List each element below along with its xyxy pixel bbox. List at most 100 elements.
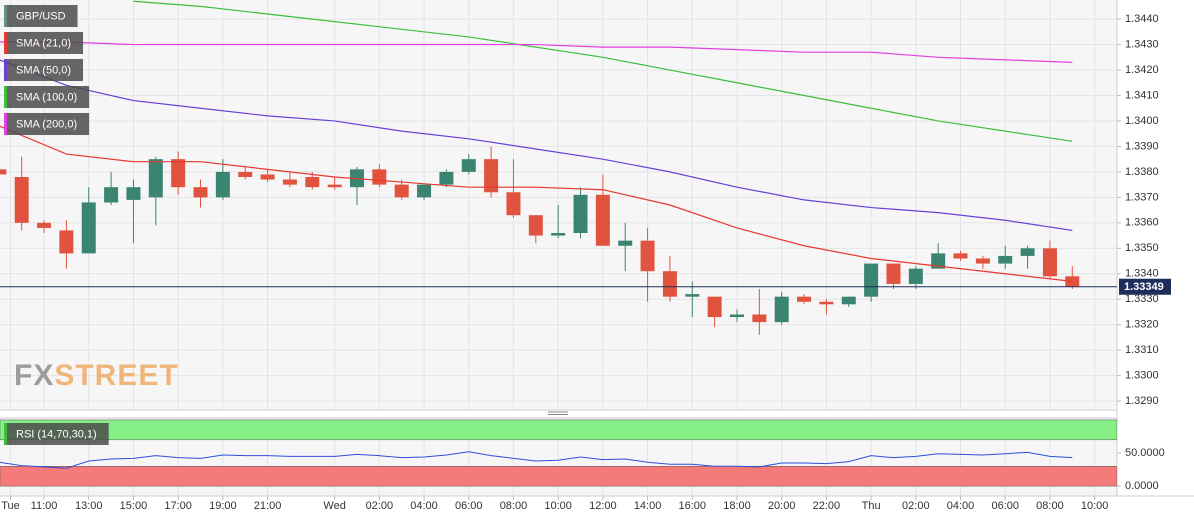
- y-tick-label: 50.0000: [1125, 447, 1165, 459]
- legend-label: SMA (50,0): [16, 64, 71, 76]
- candle-body: [215, 171, 230, 198]
- legend: GBP/USD SMA (21,0) SMA (50,0) SMA (100,0) SM…: [4, 5, 109, 445]
- y-tick-label: 1.3380: [1125, 166, 1159, 178]
- y-tick-label: 1.3300: [1125, 370, 1159, 382]
- candle-body: [461, 159, 476, 172]
- x-tick-label: 16:00: [679, 500, 707, 512]
- candle-body: [305, 176, 320, 188]
- y-tick-label: 1.3310: [1125, 344, 1159, 356]
- last-price-tag: [1119, 278, 1171, 295]
- x-tick-label: Wed: [323, 500, 345, 512]
- x-tick-label: 10:00: [544, 500, 572, 512]
- legend-label: RSI (14,70,30,1): [16, 428, 97, 440]
- candle-body: [59, 230, 74, 254]
- candle-body: [685, 294, 700, 297]
- rsi-plot: [0, 419, 1117, 487]
- candle-body: [238, 171, 253, 177]
- y-tick-label: 1.3430: [1125, 38, 1159, 50]
- candle-body: [975, 258, 990, 264]
- y-tick-label: 1.3340: [1125, 268, 1159, 280]
- y-tick-label: 1.3400: [1125, 115, 1159, 127]
- candle-body: [752, 314, 767, 323]
- x-tick-label: 06:00: [991, 500, 1019, 512]
- candle-body: [729, 314, 744, 318]
- x-tick-label: 11:00: [31, 500, 58, 512]
- x-tick-label: 13:00: [75, 500, 103, 512]
- candle-body: [394, 184, 409, 198]
- candle-body: [126, 187, 141, 200]
- y-tick-label: 0.0000: [1125, 480, 1159, 492]
- rsi-band: [0, 419, 1117, 441]
- legend-box: [4, 59, 84, 81]
- candle-body: [819, 301, 834, 305]
- candle-body: [37, 222, 52, 228]
- x-tick-label: 12:00: [589, 500, 617, 512]
- legend-swatch: [4, 5, 7, 27]
- x-tick-label: 04:00: [410, 500, 438, 512]
- candle-body: [0, 169, 7, 175]
- x-tick-label: 10:00: [1081, 500, 1109, 512]
- legend-label: SMA (100,0): [16, 91, 77, 103]
- candle-body: [551, 233, 566, 236]
- watermark-street: STREET: [54, 359, 178, 392]
- candle-body: [193, 187, 208, 198]
- y-tick-label: 1.3350: [1125, 242, 1159, 254]
- rsi-band: [0, 466, 1117, 487]
- candle-body: [260, 174, 275, 180]
- legend-swatch: [4, 86, 7, 108]
- y-tick-label: 1.3370: [1125, 191, 1159, 203]
- x-tick-label: 17:00: [164, 500, 192, 512]
- candle-body: [640, 240, 655, 272]
- x-tick-label: 22:00: [813, 500, 841, 512]
- x-tick-label: 08:00: [1036, 500, 1064, 512]
- x-tick-label: 15:00: [120, 500, 148, 512]
- sma-line: [0, 59, 1073, 232]
- legend-swatch: [4, 32, 7, 54]
- x-tick-label: 20:00: [768, 500, 796, 512]
- candle-body: [707, 296, 722, 318]
- candle-body: [1065, 276, 1080, 287]
- candle-body: [171, 159, 186, 188]
- candle-body: [506, 192, 521, 216]
- legend-swatch: [4, 59, 7, 81]
- last-price-label: 1.33349: [1124, 281, 1164, 293]
- legend-label: GBP/USD: [16, 10, 66, 22]
- y-tick-label: 1.3390: [1125, 140, 1159, 152]
- candle-body: [931, 253, 946, 269]
- watermark-fx: FX: [14, 359, 54, 392]
- sma-line: [0, 125, 1073, 282]
- legend-swatch: [4, 423, 7, 445]
- candle-body: [417, 184, 432, 198]
- candle-body: [953, 253, 968, 259]
- candle-body: [104, 187, 119, 203]
- rsi-line: [0, 451, 1073, 469]
- x-tick-label: 02:00: [902, 500, 930, 512]
- x-tick-label: Thu: [862, 500, 881, 512]
- x-tick-label: 21:00: [254, 500, 282, 512]
- legend-box: [4, 86, 90, 108]
- y-tick-label: 1.3420: [1125, 64, 1159, 76]
- legend-box: [4, 5, 78, 27]
- x-tick-label: 08:00: [500, 500, 528, 512]
- candle-body: [998, 255, 1013, 264]
- legend-box: [4, 113, 90, 135]
- legend-box: [4, 423, 109, 445]
- candle-body: [282, 179, 297, 185]
- main-plot: [0, 0, 1117, 335]
- x-tick-label: 06:00: [455, 500, 483, 512]
- candle-body: [618, 240, 633, 246]
- legend-swatch: [4, 113, 7, 135]
- y-tick-label: 1.3410: [1125, 89, 1159, 101]
- candle-body: [81, 202, 96, 254]
- candle-body: [439, 171, 454, 185]
- candle-body: [148, 159, 163, 198]
- resize-handle[interactable]: [548, 411, 568, 415]
- x-tick-label: 02:00: [366, 500, 394, 512]
- candle-body: [774, 296, 789, 323]
- x-tick-label: 18:00: [723, 500, 751, 512]
- candle-body: [908, 268, 923, 284]
- axes: Tue 11:00 13:00 15:00 17:00 19:00 21:00 Wed 02:0…: [1, 13, 1171, 512]
- candle-body: [662, 271, 677, 297]
